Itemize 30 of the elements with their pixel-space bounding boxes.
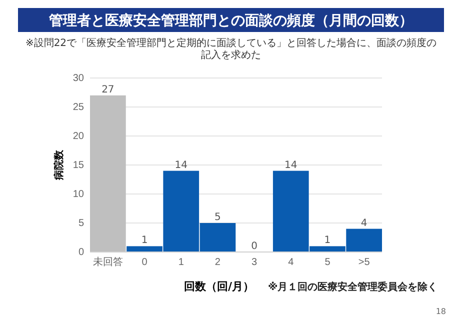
data-label: 1: [141, 235, 148, 246]
x-tick-label: 0: [142, 257, 148, 268]
bar: [90, 95, 126, 252]
y-tick-label: 20: [72, 131, 84, 142]
x-tick-label: 5: [324, 257, 331, 268]
x-tick-label: 4: [288, 257, 294, 268]
x-tick-label: 1: [178, 257, 184, 268]
data-label: 27: [102, 84, 114, 96]
x-tick-label: >5: [358, 257, 370, 268]
x-axis-title: 回数（回/月）: [184, 280, 254, 293]
data-label: 0: [251, 241, 258, 252]
y-tick-label: 0: [78, 247, 84, 258]
chart-subtitle: ※設問22で「医療安全管理部門と定期的に面談している」と回答した場合に、面談の頻度の記入を求めた: [25, 37, 437, 61]
x-tick-label: 3: [252, 257, 258, 268]
y-tick-label: 5: [78, 218, 84, 230]
x-tick-label: 未回答: [92, 256, 123, 268]
text: 18: [436, 307, 446, 316]
chart-title: 管理者と医療安全管理部門との面談の頻度（月間の回数）: [48, 12, 413, 29]
data-label: 5: [214, 212, 221, 223]
y-tick-label: 10: [72, 189, 84, 200]
text: ※月１回の医療安全管理委員会を除く: [268, 281, 438, 293]
data-label: 14: [174, 160, 188, 171]
x-tick-label: 2: [214, 257, 221, 268]
y-tick-label: 25: [72, 102, 84, 114]
data-label: 4: [360, 218, 368, 229]
y-axis-title: 病院数: [53, 149, 65, 181]
y-tick-label: 15: [72, 160, 84, 172]
data-label: 14: [284, 160, 298, 171]
y-tick-label: 30: [72, 73, 84, 84]
data-label: 1: [324, 235, 331, 246]
